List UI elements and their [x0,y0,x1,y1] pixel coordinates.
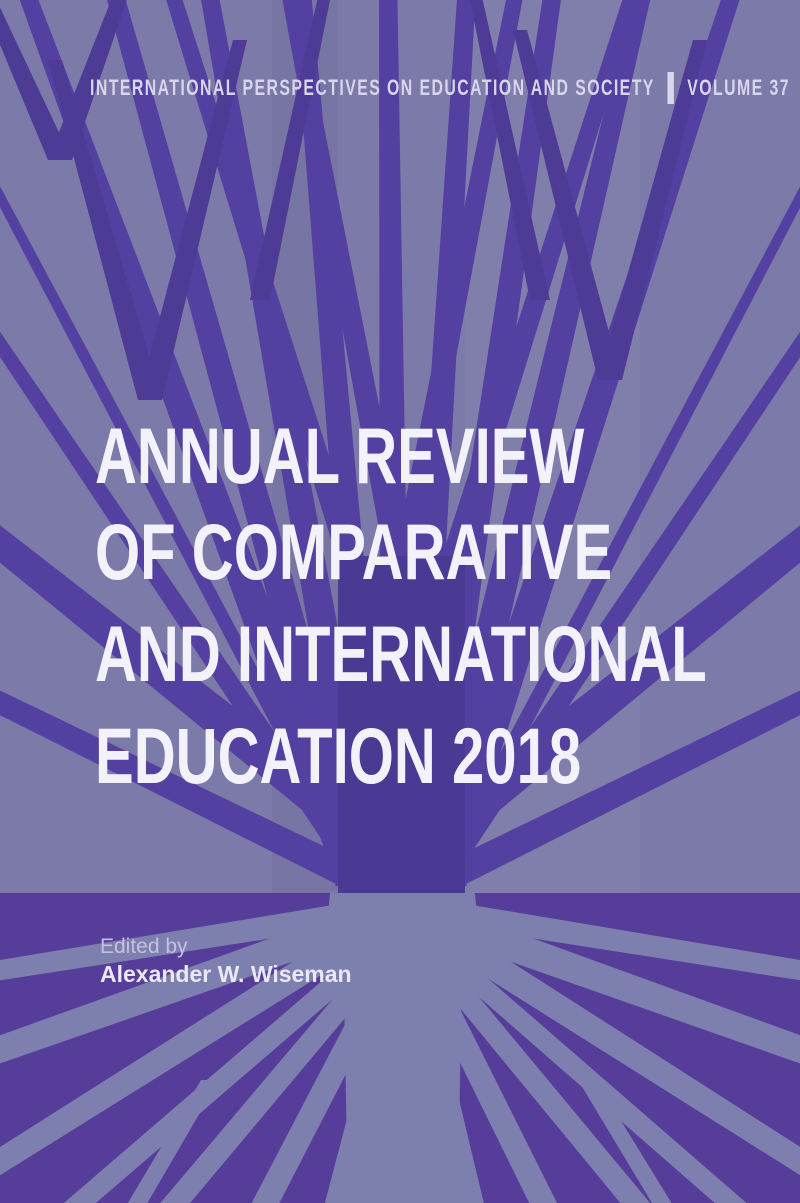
title-line-4: EDUCATION 2018 [95,711,582,800]
branch-group [0,0,800,893]
editor-block: Edited by Alexander W. Wiseman [100,933,352,988]
title-line-3: AND INTERNATIONAL [95,609,707,698]
title-line-1: ANNUAL REVIEW [95,411,585,500]
series-title: INTERNATIONAL PERSPECTIVES ON EDUCATION … [90,75,655,100]
tree-trunk [338,556,465,893]
volume-label: VOLUME 37 [687,75,790,100]
separator-bar [667,72,675,104]
series-banner: INTERNATIONAL PERSPECTIVES ON EDUCATION … [90,72,790,104]
editor-label: Edited by [100,935,188,958]
root-group [0,893,800,1203]
editor-name: Alexander W. Wiseman [100,961,352,987]
title-line-2: OF COMPARATIVE [95,507,613,596]
